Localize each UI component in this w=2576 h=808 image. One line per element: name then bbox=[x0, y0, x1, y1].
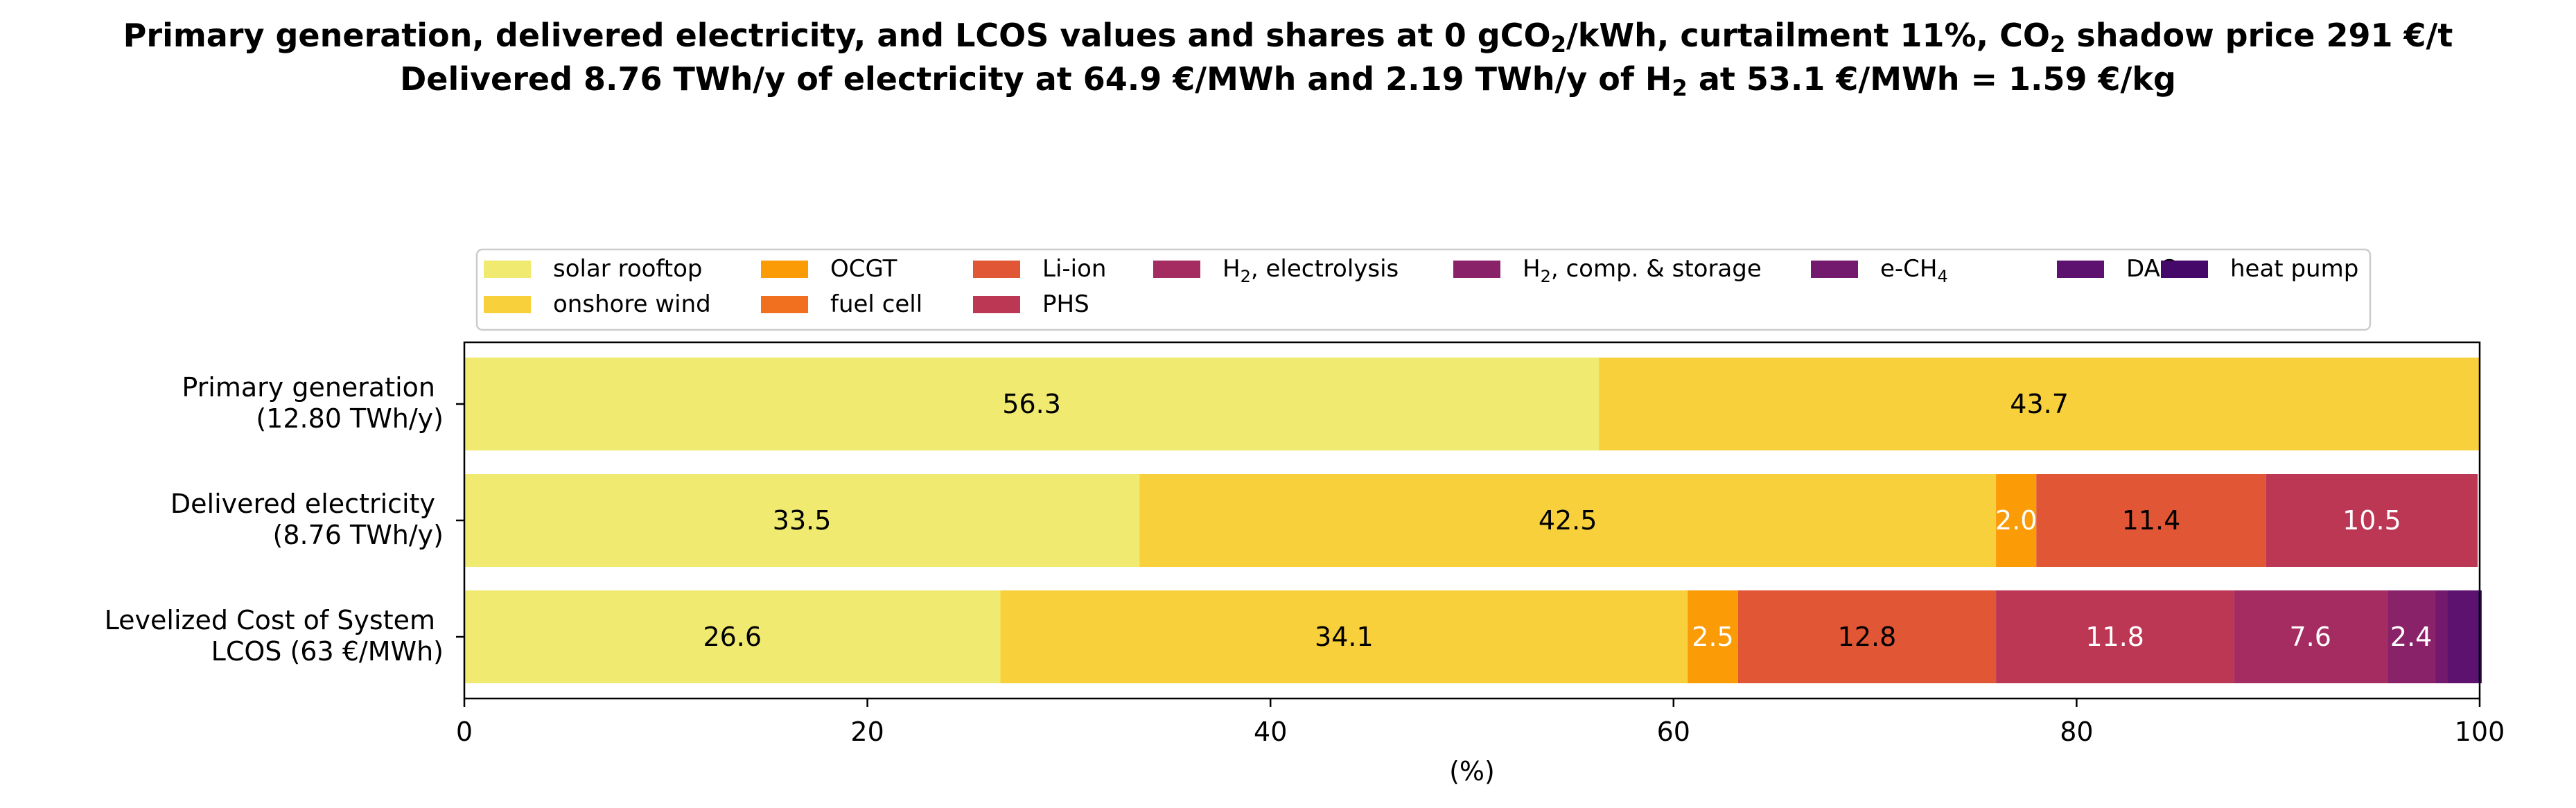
bar-value-label: 2.4 bbox=[2390, 622, 2432, 652]
y-tick-label: Delivered electricity bbox=[170, 489, 435, 519]
legend: solar rooftop onshore wind OCGT fuel cell Li… bbox=[475, 248, 2372, 331]
legend-swatch-h2-comp-storage bbox=[1453, 261, 1500, 278]
chart-title-line-1: Primary generation, delivered electricit… bbox=[123, 17, 2453, 58]
bar-solar-rooftop-3 bbox=[464, 590, 1001, 683]
legend-label-onshore-wind: onshore wind bbox=[553, 290, 711, 318]
bar-value-label: 43.7 bbox=[2010, 389, 2069, 419]
legend-swatch-ocgt bbox=[761, 261, 808, 278]
legend-label-h2-comp-storage: H2, comp. & storage bbox=[1523, 255, 1762, 286]
y-tick-label: Levelized Cost of System bbox=[105, 605, 435, 635]
bar-phs-3 bbox=[1996, 590, 2234, 683]
bar-solar-rooftop-2 bbox=[464, 474, 1140, 567]
bar-li-ion-2 bbox=[2036, 474, 2266, 567]
y-tick-label: (12.80 TWh/y) bbox=[256, 403, 444, 434]
bar-value-label: 42.5 bbox=[1539, 505, 1597, 536]
bar-value-label: 12.8 bbox=[1838, 622, 1897, 652]
legend-label-ocgt: OCGT bbox=[830, 255, 897, 283]
bar-value-label: 26.6 bbox=[703, 622, 762, 652]
bar-value-label: 7.6 bbox=[2290, 622, 2331, 652]
bar-value-label: 10.5 bbox=[2342, 505, 2401, 536]
legend-label-fuel-cell: fuel cell bbox=[830, 290, 922, 318]
x-axis-label: (%) bbox=[1449, 756, 1495, 787]
legend-swatch-heat-pump bbox=[2161, 261, 2208, 278]
legend-label-h2-electrolysis: H2, electrolysis bbox=[1223, 255, 1399, 286]
bar-value-label: 11.8 bbox=[2085, 622, 2144, 652]
legend-swatch-onshore-wind bbox=[484, 296, 531, 313]
x-tick-label: 100 bbox=[2455, 717, 2505, 747]
legend-swatch-dac bbox=[2057, 261, 2104, 278]
bar-ocgt-2 bbox=[1996, 474, 2037, 567]
legend-frame bbox=[475, 248, 2372, 331]
x-tick-label: 20 bbox=[850, 717, 884, 747]
bars: 56.3 43.7 33.5 42.5 2.0 11.4 10.5 26.6 34.1 2.5 12… bbox=[464, 358, 2482, 683]
bar-onshore-wind-1 bbox=[1599, 358, 2480, 450]
bar-value-label: 11.4 bbox=[2122, 505, 2181, 536]
legend-swatch-h2-electrolysis bbox=[1153, 261, 1200, 278]
bar-value-label: 56.3 bbox=[1002, 389, 1061, 419]
x-tick-label: 60 bbox=[1657, 717, 1690, 747]
chart-title-line-2: Delivered 8.76 TWh/y of electricity at 6… bbox=[400, 60, 2176, 102]
bar-ocgt-3 bbox=[1688, 590, 1738, 683]
bar-value-label: 2.0 bbox=[1995, 505, 2037, 536]
bar-h2-comp-storage-3 bbox=[2387, 590, 2436, 683]
bar-e-ch4-3 bbox=[2435, 590, 2448, 683]
bar-h2-electrolysis-3 bbox=[2234, 590, 2387, 683]
bar-onshore-wind-2 bbox=[1139, 474, 1997, 567]
x-axis: 0 20 40 60 80 100 bbox=[456, 699, 2505, 747]
bar-value-label: 2.5 bbox=[1692, 622, 1733, 652]
bar-dac-3 bbox=[2447, 590, 2478, 683]
y-tick-label: Primary generation bbox=[182, 372, 435, 403]
legend-label-e-ch4: e-CH4 bbox=[1880, 255, 1948, 286]
legend-label-heat-pump: heat pump bbox=[2230, 255, 2358, 283]
legend-swatch-fuel-cell bbox=[761, 296, 808, 313]
bar-onshore-wind-3 bbox=[1000, 590, 1688, 683]
x-tick-label: 0 bbox=[456, 717, 473, 747]
bar-phs-2 bbox=[2266, 474, 2478, 567]
y-tick-label: LCOS (63 €/MWh) bbox=[211, 636, 444, 667]
legend-label-phs: PHS bbox=[1042, 290, 1089, 318]
x-tick-label: 40 bbox=[1254, 717, 1287, 747]
y-axis: Primary generation(12.80 TWh/y) Delivered… bbox=[105, 372, 464, 667]
bar-value-label: 34.1 bbox=[1315, 622, 1374, 652]
legend-label-solar-rooftop: solar rooftop bbox=[553, 255, 703, 283]
bar-li-ion-3 bbox=[1737, 590, 1997, 683]
bar-solar-rooftop-1 bbox=[464, 358, 1600, 450]
legend-swatch-phs bbox=[973, 296, 1020, 313]
bar-value-label: 33.5 bbox=[773, 505, 832, 536]
y-tick-label: (8.76 TWh/y) bbox=[273, 520, 444, 550]
legend-swatch-e-ch4 bbox=[1811, 261, 1858, 278]
legend-label-li-ion: Li-ion bbox=[1042, 255, 1106, 283]
x-tick-label: 80 bbox=[2060, 717, 2093, 747]
legend-swatch-li-ion bbox=[973, 261, 1020, 278]
legend-swatch-solar-rooftop bbox=[484, 261, 531, 278]
